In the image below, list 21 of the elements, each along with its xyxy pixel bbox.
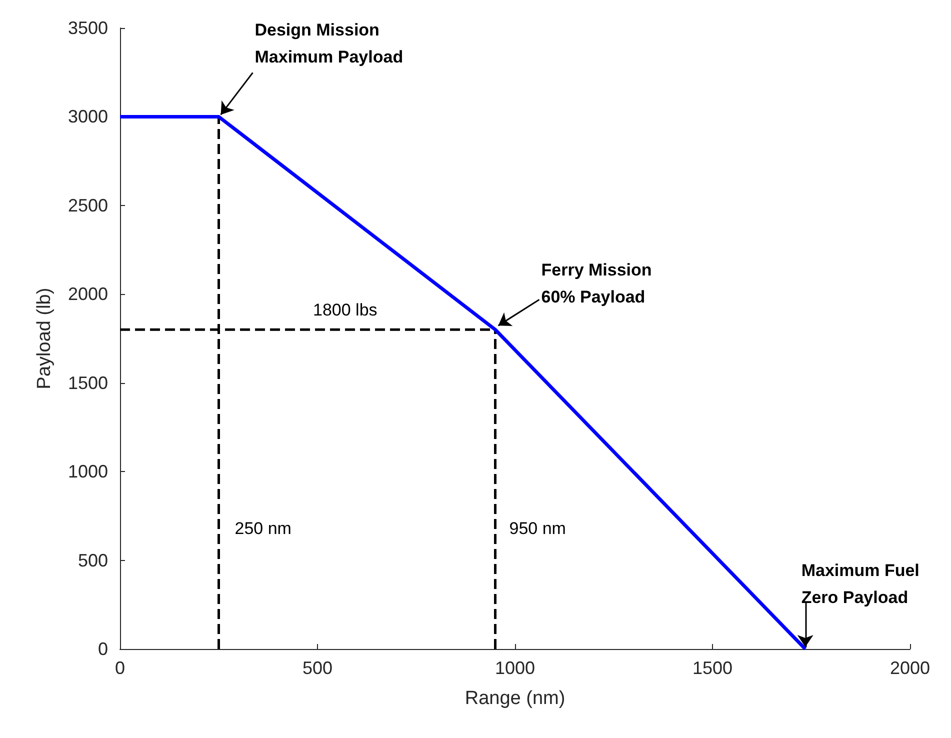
annotation: Ferry Mission 60% Payload bbox=[541, 260, 652, 307]
y-tick-label: 2000 bbox=[68, 284, 108, 304]
y-tick-label: 0 bbox=[98, 639, 108, 659]
x-tick-label: 0 bbox=[114, 658, 126, 678]
y-tick-label: 3500 bbox=[68, 18, 108, 38]
y-tick-label: 1000 bbox=[68, 462, 108, 482]
annotation: 950 nm bbox=[509, 518, 566, 538]
annotation: Maximum Fuel Zero Payload bbox=[801, 561, 920, 607]
x-axis-title: Range (nm) bbox=[464, 688, 566, 709]
x-tick-label: 1500 bbox=[692, 658, 733, 678]
y-tick-label: 1500 bbox=[68, 372, 108, 393]
y-tick-label: 3000 bbox=[68, 106, 108, 127]
annotation: 250 nm bbox=[234, 518, 292, 538]
x-tick-label: 1000 bbox=[494, 658, 536, 678]
y-axis-title: Payload (lb) bbox=[34, 288, 55, 390]
x-tick-label: 500 bbox=[302, 658, 333, 678]
annotation: Design Mission Maximum Payload bbox=[254, 20, 404, 67]
y-tick-label: 500 bbox=[78, 550, 108, 570]
x-tick-label: 2000 bbox=[890, 658, 930, 678]
y-tick-label: 2500 bbox=[68, 195, 108, 216]
annotation: 1800 lbs bbox=[313, 300, 378, 320]
